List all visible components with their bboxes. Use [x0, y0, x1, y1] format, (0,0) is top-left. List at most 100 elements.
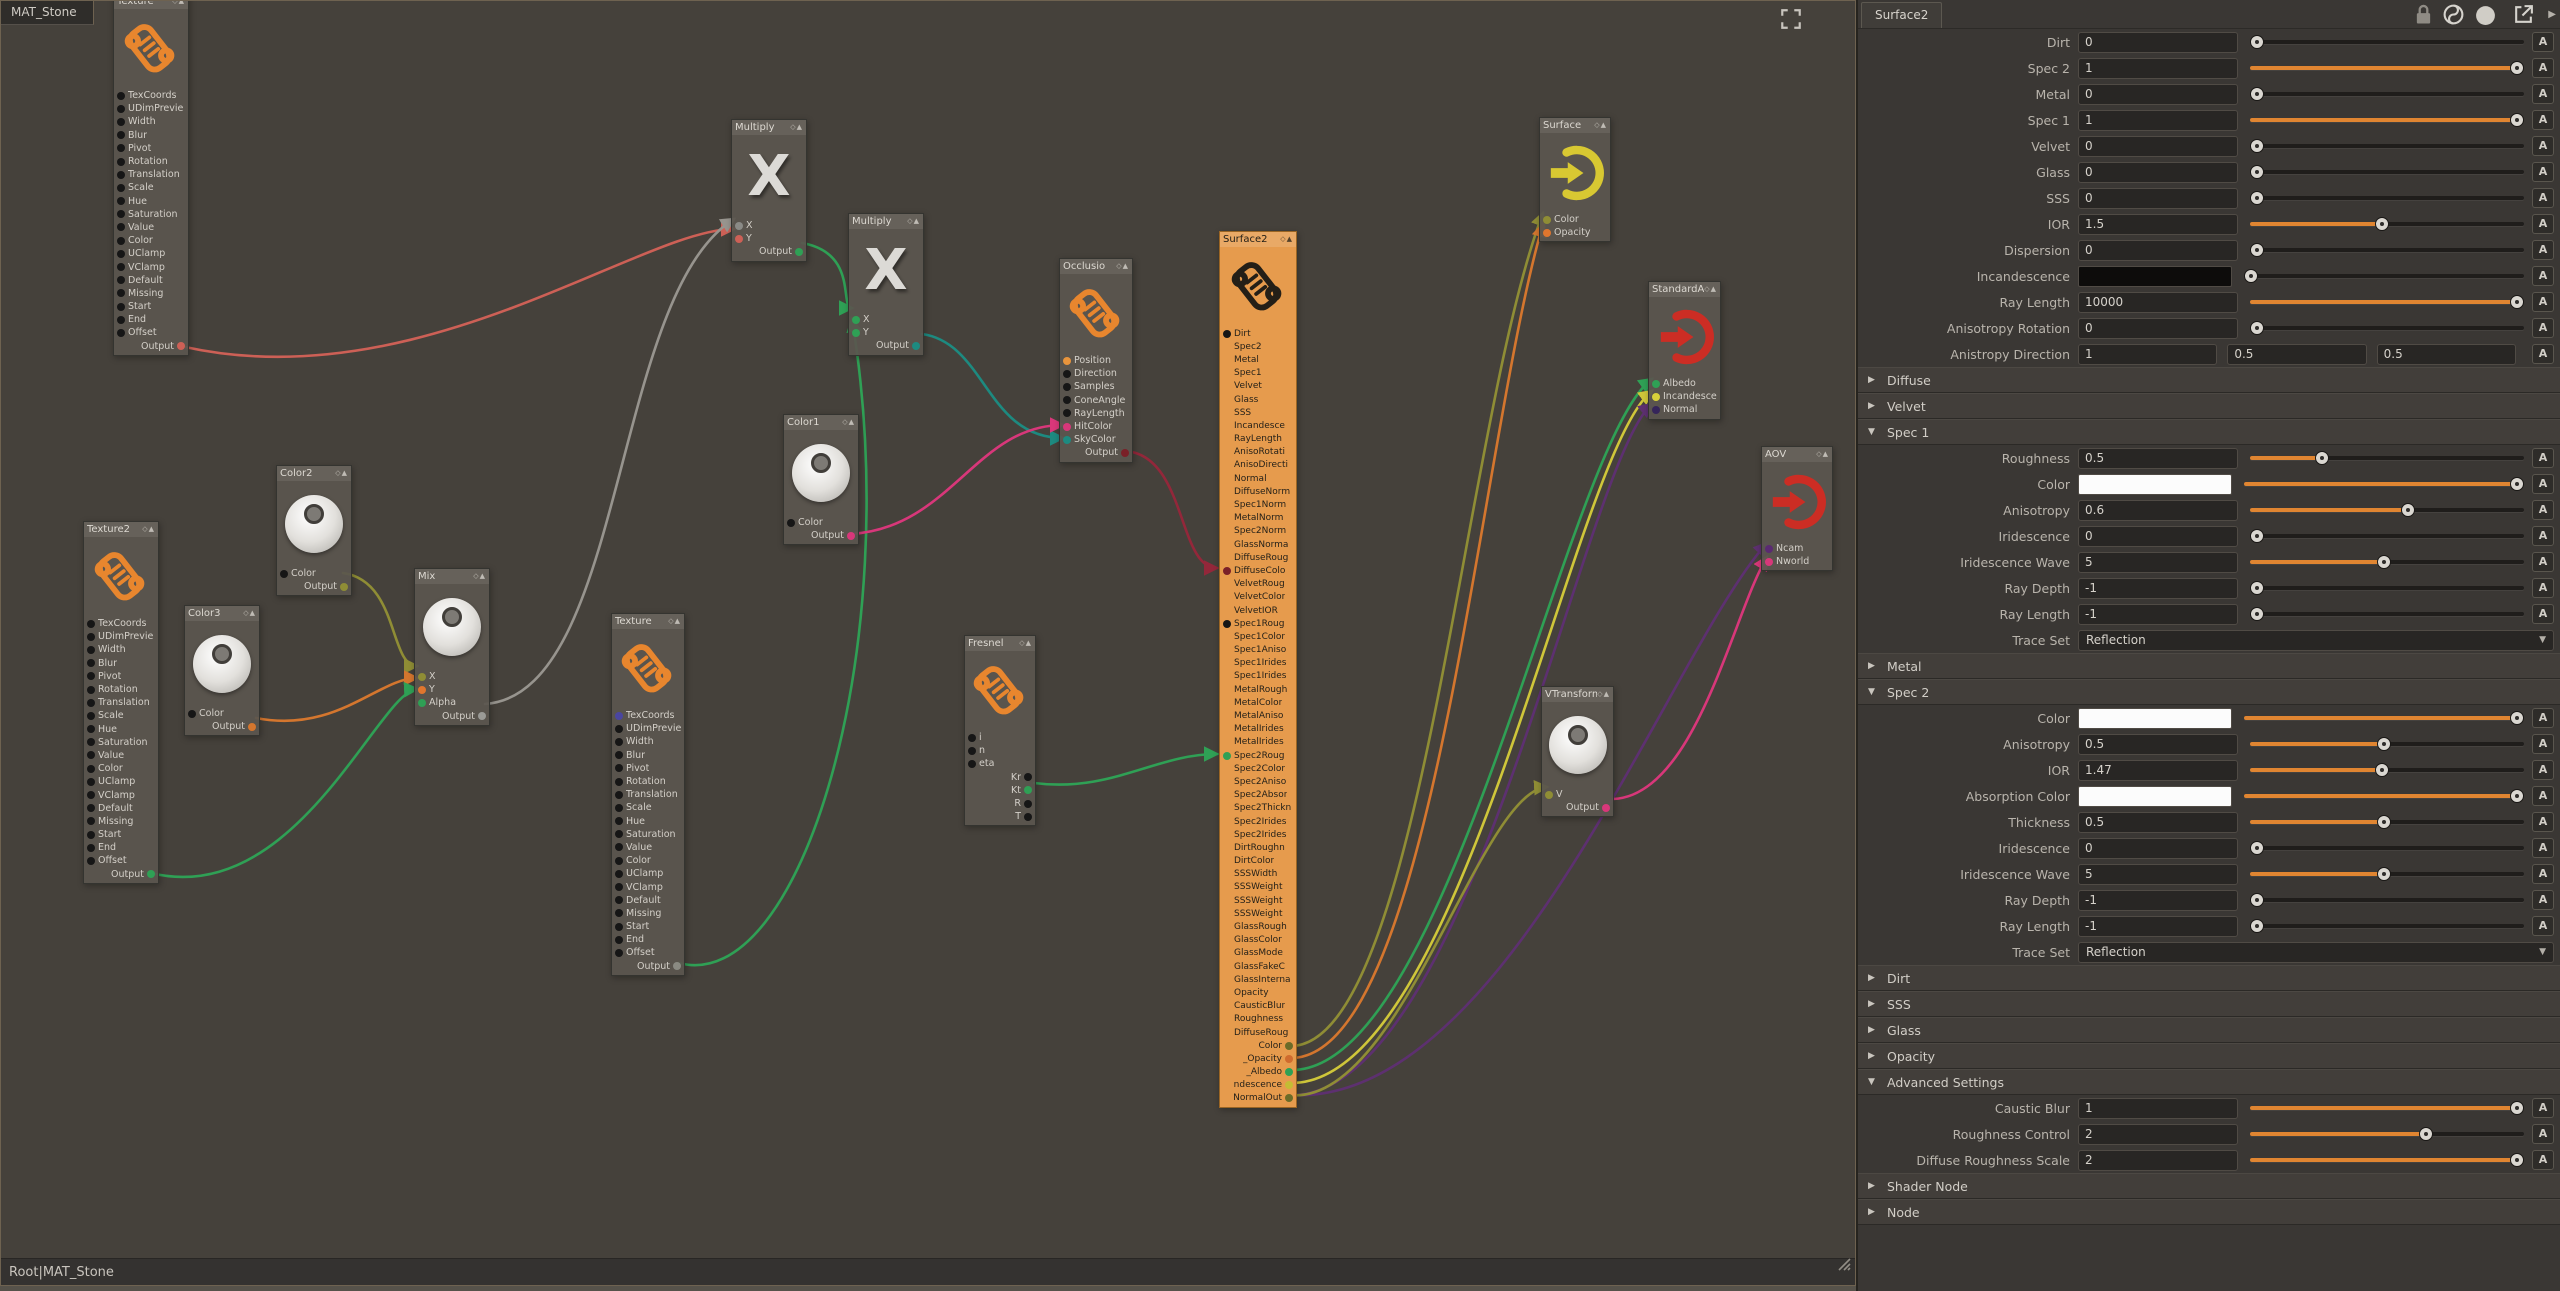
- input-port-incandesce[interactable]: Incandesce: [1650, 390, 1719, 403]
- output-port-albedo[interactable]: _Albedo: [1221, 1066, 1295, 1079]
- input-port-metalnorm[interactable]: MetalNorm: [1221, 512, 1295, 525]
- input-port-glass[interactable]: Glass: [1221, 393, 1295, 406]
- node-vtransform[interactable]: VTransform ◇▲ V Output: [1541, 686, 1614, 818]
- slider-handle[interactable]: [2510, 477, 2524, 491]
- input-port-direction[interactable]: Direction: [1061, 367, 1131, 380]
- node-diamond-icon[interactable]: ◇: [243, 609, 250, 617]
- slider-handle[interactable]: [2377, 555, 2392, 569]
- port-dot[interactable]: [87, 738, 95, 747]
- input-port-glassrough[interactable]: GlassRough: [1221, 920, 1295, 933]
- slider-handle[interactable]: [2250, 919, 2264, 933]
- input-port-ncam[interactable]: Ncam: [1763, 542, 1831, 555]
- slider-handle[interactable]: [2374, 763, 2389, 777]
- value-field[interactable]: 0: [2078, 161, 2238, 183]
- port-dot[interactable]: [87, 804, 95, 813]
- port-dot[interactable]: [340, 582, 348, 591]
- slider[interactable]: [2250, 137, 2524, 155]
- slider-handle[interactable]: [2400, 503, 2415, 517]
- value-field[interactable]: -1: [2078, 915, 2238, 937]
- slider-handle[interactable]: [2250, 321, 2264, 335]
- input-port-uclamp[interactable]: UClamp: [115, 247, 187, 260]
- collapse-icon[interactable]: ▲: [1600, 121, 1607, 129]
- port-dot[interactable]: [418, 698, 426, 707]
- port-dot[interactable]: [615, 724, 623, 733]
- port-dot[interactable]: [1223, 329, 1231, 338]
- output-port-opacity[interactable]: _Opacity: [1221, 1052, 1295, 1065]
- triangle-right-icon[interactable]: ▶: [1868, 661, 1875, 671]
- slider[interactable]: [2250, 215, 2524, 233]
- port-dot[interactable]: [117, 183, 125, 192]
- port-dot[interactable]: [615, 803, 623, 812]
- node-diamond-icon[interactable]: ◇: [668, 617, 675, 625]
- input-port-udimprevie[interactable]: UDimPrevie: [613, 722, 683, 735]
- input-port-raylength[interactable]: RayLength: [1061, 407, 1131, 420]
- port-dot[interactable]: [87, 645, 95, 654]
- node-color3[interactable]: Color3 ◇▲ Color Output: [184, 605, 260, 737]
- port-dot[interactable]: [615, 856, 623, 865]
- port-dot[interactable]: [1652, 405, 1660, 414]
- input-port-ssswidth[interactable]: SSSWidth: [1221, 868, 1295, 881]
- input-port-start[interactable]: Start: [613, 920, 683, 933]
- input-port-nworld[interactable]: Nworld: [1763, 555, 1831, 568]
- port-dot[interactable]: [117, 223, 125, 232]
- node-title-bar[interactable]: Fresnel ◇▲: [965, 636, 1035, 651]
- input-port-y[interactable]: Y: [416, 683, 488, 696]
- input-port-incandesce[interactable]: Incandesce: [1221, 419, 1295, 432]
- input-port-opacity[interactable]: Opacity: [1541, 226, 1609, 239]
- node-title-bar[interactable]: StandardAO ◇▲: [1649, 282, 1720, 297]
- port-dot[interactable]: [615, 830, 623, 839]
- input-port-spec1color[interactable]: Spec1Color: [1221, 630, 1295, 643]
- value-field[interactable]: -1: [2078, 889, 2238, 911]
- node-color1[interactable]: Color1 ◇▲ Color Output: [783, 414, 859, 546]
- slider-handle[interactable]: [2250, 87, 2264, 101]
- input-port-spec2irides[interactable]: Spec2Irides: [1221, 828, 1295, 841]
- node-texture-2[interactable]: Texture2 ◇▲ TexCoords UDimPrevie Width Blur P…: [83, 521, 159, 884]
- input-port-normal[interactable]: Normal: [1221, 472, 1295, 485]
- input-port-missing[interactable]: Missing: [115, 287, 187, 300]
- input-port-sssweight[interactable]: SSSWeight: [1221, 907, 1295, 920]
- input-port-uclamp[interactable]: UClamp: [85, 775, 157, 788]
- animate-button[interactable]: A: [2532, 448, 2554, 468]
- collapse-icon[interactable]: ▲: [796, 123, 803, 131]
- port-dot[interactable]: [1765, 557, 1773, 566]
- animate-button[interactable]: A: [2532, 58, 2554, 78]
- input-port-pivot[interactable]: Pivot: [85, 670, 157, 683]
- port-dot[interactable]: [1024, 786, 1032, 795]
- slider[interactable]: [2250, 891, 2524, 909]
- input-port-scale[interactable]: Scale: [115, 181, 187, 194]
- input-port-alpha[interactable]: Alpha: [416, 696, 488, 709]
- port-dot[interactable]: [615, 817, 623, 826]
- value-field[interactable]: 0.5: [2078, 447, 2238, 469]
- slider-handle[interactable]: [2315, 451, 2329, 465]
- input-port-translation[interactable]: Translation: [85, 696, 157, 709]
- triangle-right-icon[interactable]: ▶: [1868, 973, 1875, 983]
- input-port-width[interactable]: Width: [85, 643, 157, 656]
- port-dot[interactable]: [117, 302, 125, 311]
- node-title-bar[interactable]: Occlusio ◇▲: [1060, 259, 1132, 274]
- port-dot[interactable]: [117, 104, 125, 113]
- collapse-icon[interactable]: ▲: [479, 572, 486, 580]
- node-multiply-1[interactable]: Multiply ◇▲ X X Y Output: [731, 119, 807, 262]
- port-dot[interactable]: [615, 751, 623, 760]
- animate-button[interactable]: A: [2532, 240, 2554, 260]
- output-port-output[interactable]: Output: [115, 340, 187, 353]
- port-dot[interactable]: [117, 263, 125, 272]
- collapse-icon[interactable]: ▲: [674, 617, 681, 625]
- animate-button[interactable]: A: [2532, 812, 2554, 832]
- port-dot[interactable]: [795, 247, 803, 256]
- triangle-right-icon[interactable]: ▶: [1868, 1025, 1875, 1035]
- input-port-anisodirecti[interactable]: AnisoDirecti: [1221, 459, 1295, 472]
- port-dot[interactable]: [117, 315, 125, 324]
- slider-handle[interactable]: [2250, 581, 2264, 595]
- port-dot[interactable]: [615, 896, 623, 905]
- slider[interactable]: [2244, 709, 2524, 727]
- input-port-diffuseroug[interactable]: DiffuseRoug: [1221, 1026, 1295, 1039]
- input-port-color[interactable]: Color: [785, 516, 857, 529]
- port-dot[interactable]: [87, 685, 95, 694]
- node-title-bar[interactable]: Texture ◇▲: [612, 614, 684, 629]
- input-port-anisorotati[interactable]: AnisoRotati: [1221, 446, 1295, 459]
- input-port-missing[interactable]: Missing: [85, 815, 157, 828]
- collapse-icon[interactable]: ▲: [341, 469, 348, 477]
- port-dot[interactable]: [847, 531, 855, 540]
- input-port-metalcolor[interactable]: MetalColor: [1221, 696, 1295, 709]
